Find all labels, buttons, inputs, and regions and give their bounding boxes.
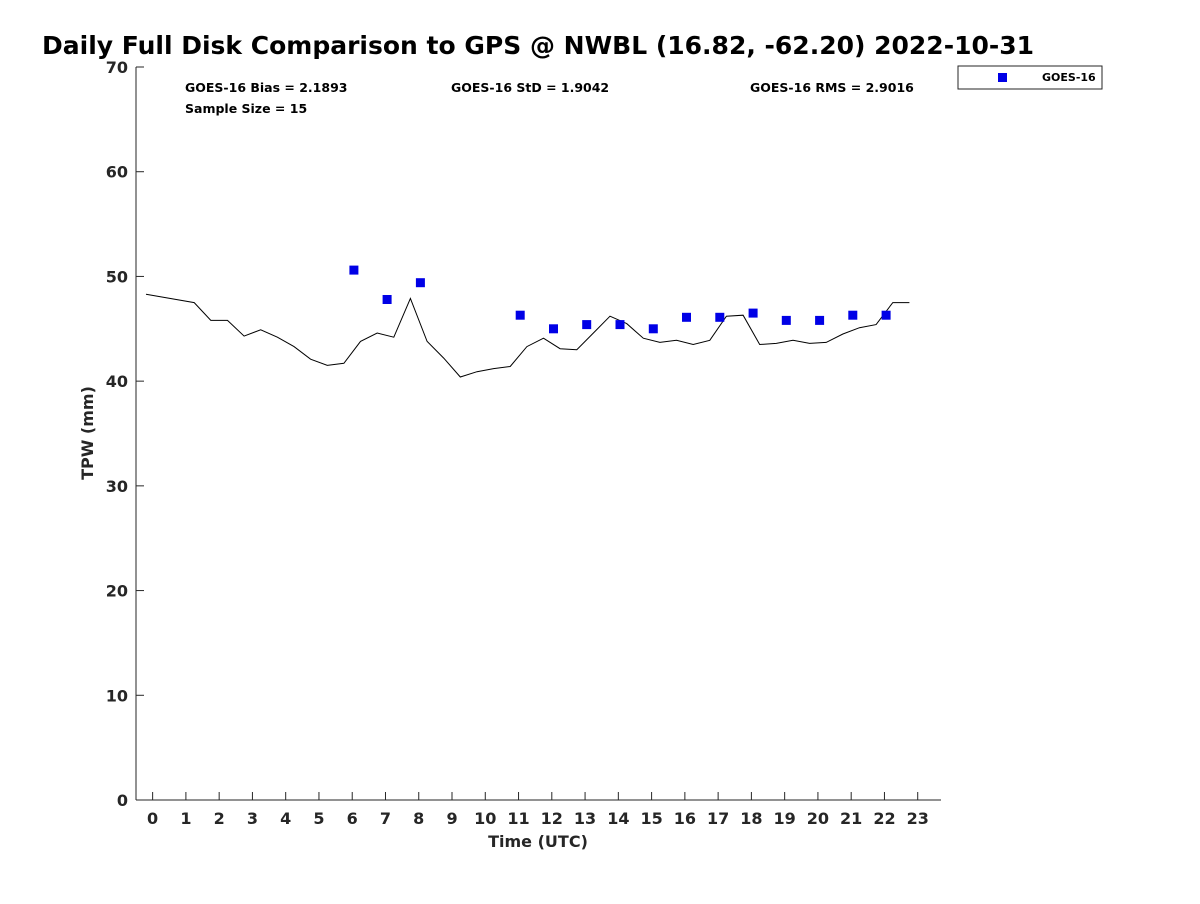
x-tick-label: 3: [247, 809, 258, 828]
x-tick-label: 22: [873, 809, 895, 828]
x-tick-label: 4: [280, 809, 291, 828]
goes16-data-point: [349, 265, 359, 275]
x-tick-label: 0: [147, 809, 158, 828]
x-tick-label: 2: [214, 809, 225, 828]
x-tick-label: 5: [313, 809, 324, 828]
x-tick-label: 1: [180, 809, 191, 828]
goes16-data-point: [549, 324, 558, 334]
legend-box: [957, 65, 1103, 90]
goes16-data-point: [848, 310, 858, 320]
x-tick-label: 9: [446, 809, 457, 828]
x-axis-label: Time (UTC): [488, 832, 588, 851]
legend-marker: [998, 73, 1007, 82]
y-tick-label: 60: [106, 163, 128, 182]
x-tick-label: 10: [474, 809, 496, 828]
x-tick-label: 23: [907, 809, 929, 828]
x-tick-label: 7: [380, 809, 391, 828]
y-tick-label: 20: [106, 582, 128, 601]
goes16-data-point: [615, 320, 625, 330]
goes16-data-point: [781, 315, 791, 325]
y-tick-label: 50: [106, 267, 128, 286]
legend-label: GOES-16: [1042, 71, 1096, 84]
x-tick-label: 17: [707, 809, 729, 828]
chart-title: Daily Full Disk Comparison to GPS @ NWBL…: [42, 31, 1034, 60]
y-tick-label: 40: [106, 372, 128, 391]
y-tick-label: 70: [106, 58, 128, 77]
goes16-data-point: [415, 278, 425, 288]
y-tick-label: 0: [117, 791, 128, 810]
x-tick-label: 12: [541, 809, 563, 828]
x-ticks: 0 1 2 3 4 5 6 7 8 9 10 11 12 13 14 15 16 17 18 19 20 21 22 23: [147, 792, 929, 828]
x-tick-label: 19: [774, 809, 796, 828]
x-tick-label: 20: [807, 809, 829, 828]
y-tick-label: 30: [106, 477, 128, 496]
y-axis-label: TPW (mm): [78, 386, 97, 480]
x-tick-label: 6: [347, 809, 358, 828]
goes16-data-point: [582, 320, 592, 330]
y-tick-label: 10: [106, 686, 128, 705]
goes16-data-point: [382, 295, 392, 304]
gps-line-layer: [145, 293, 910, 378]
x-tick-label: 8: [413, 809, 424, 828]
axes: [135, 67, 941, 801]
stat-bias: GOES-16 Bias = 2.1893: [185, 80, 347, 95]
goes16-data-point: [748, 308, 758, 318]
x-tick-label: 16: [674, 809, 696, 828]
goes16-data-point: [682, 312, 691, 322]
x-tick-label: 11: [507, 809, 529, 828]
goes16-data-point: [515, 310, 525, 320]
goes16-data-point: [715, 312, 725, 322]
x-tick-label: 21: [840, 809, 862, 828]
goes16-data-point: [815, 315, 825, 325]
stat-rms: GOES-16 RMS = 2.9016: [750, 80, 914, 95]
goes16-data-point: [881, 310, 891, 320]
x-tick-label: 13: [574, 809, 596, 828]
legend: GOES-16: [957, 65, 1103, 90]
x-tick-label: 14: [607, 809, 629, 828]
goes16-points-layer: [349, 265, 891, 334]
goes16-data-point: [648, 324, 658, 334]
gps-tpw-line: [145, 293, 910, 378]
x-tick-label: 15: [640, 809, 662, 828]
stats-annotations: GOES-16 Bias = 2.1893 GOES-16 StD = 1.90…: [185, 80, 914, 116]
stat-sample-size: Sample Size = 15: [185, 101, 307, 116]
y-ticks: 0 10 20 30 40 50 60 70: [106, 58, 144, 810]
x-tick-label: 18: [740, 809, 762, 828]
stat-std: GOES-16 StD = 1.9042: [451, 80, 609, 95]
